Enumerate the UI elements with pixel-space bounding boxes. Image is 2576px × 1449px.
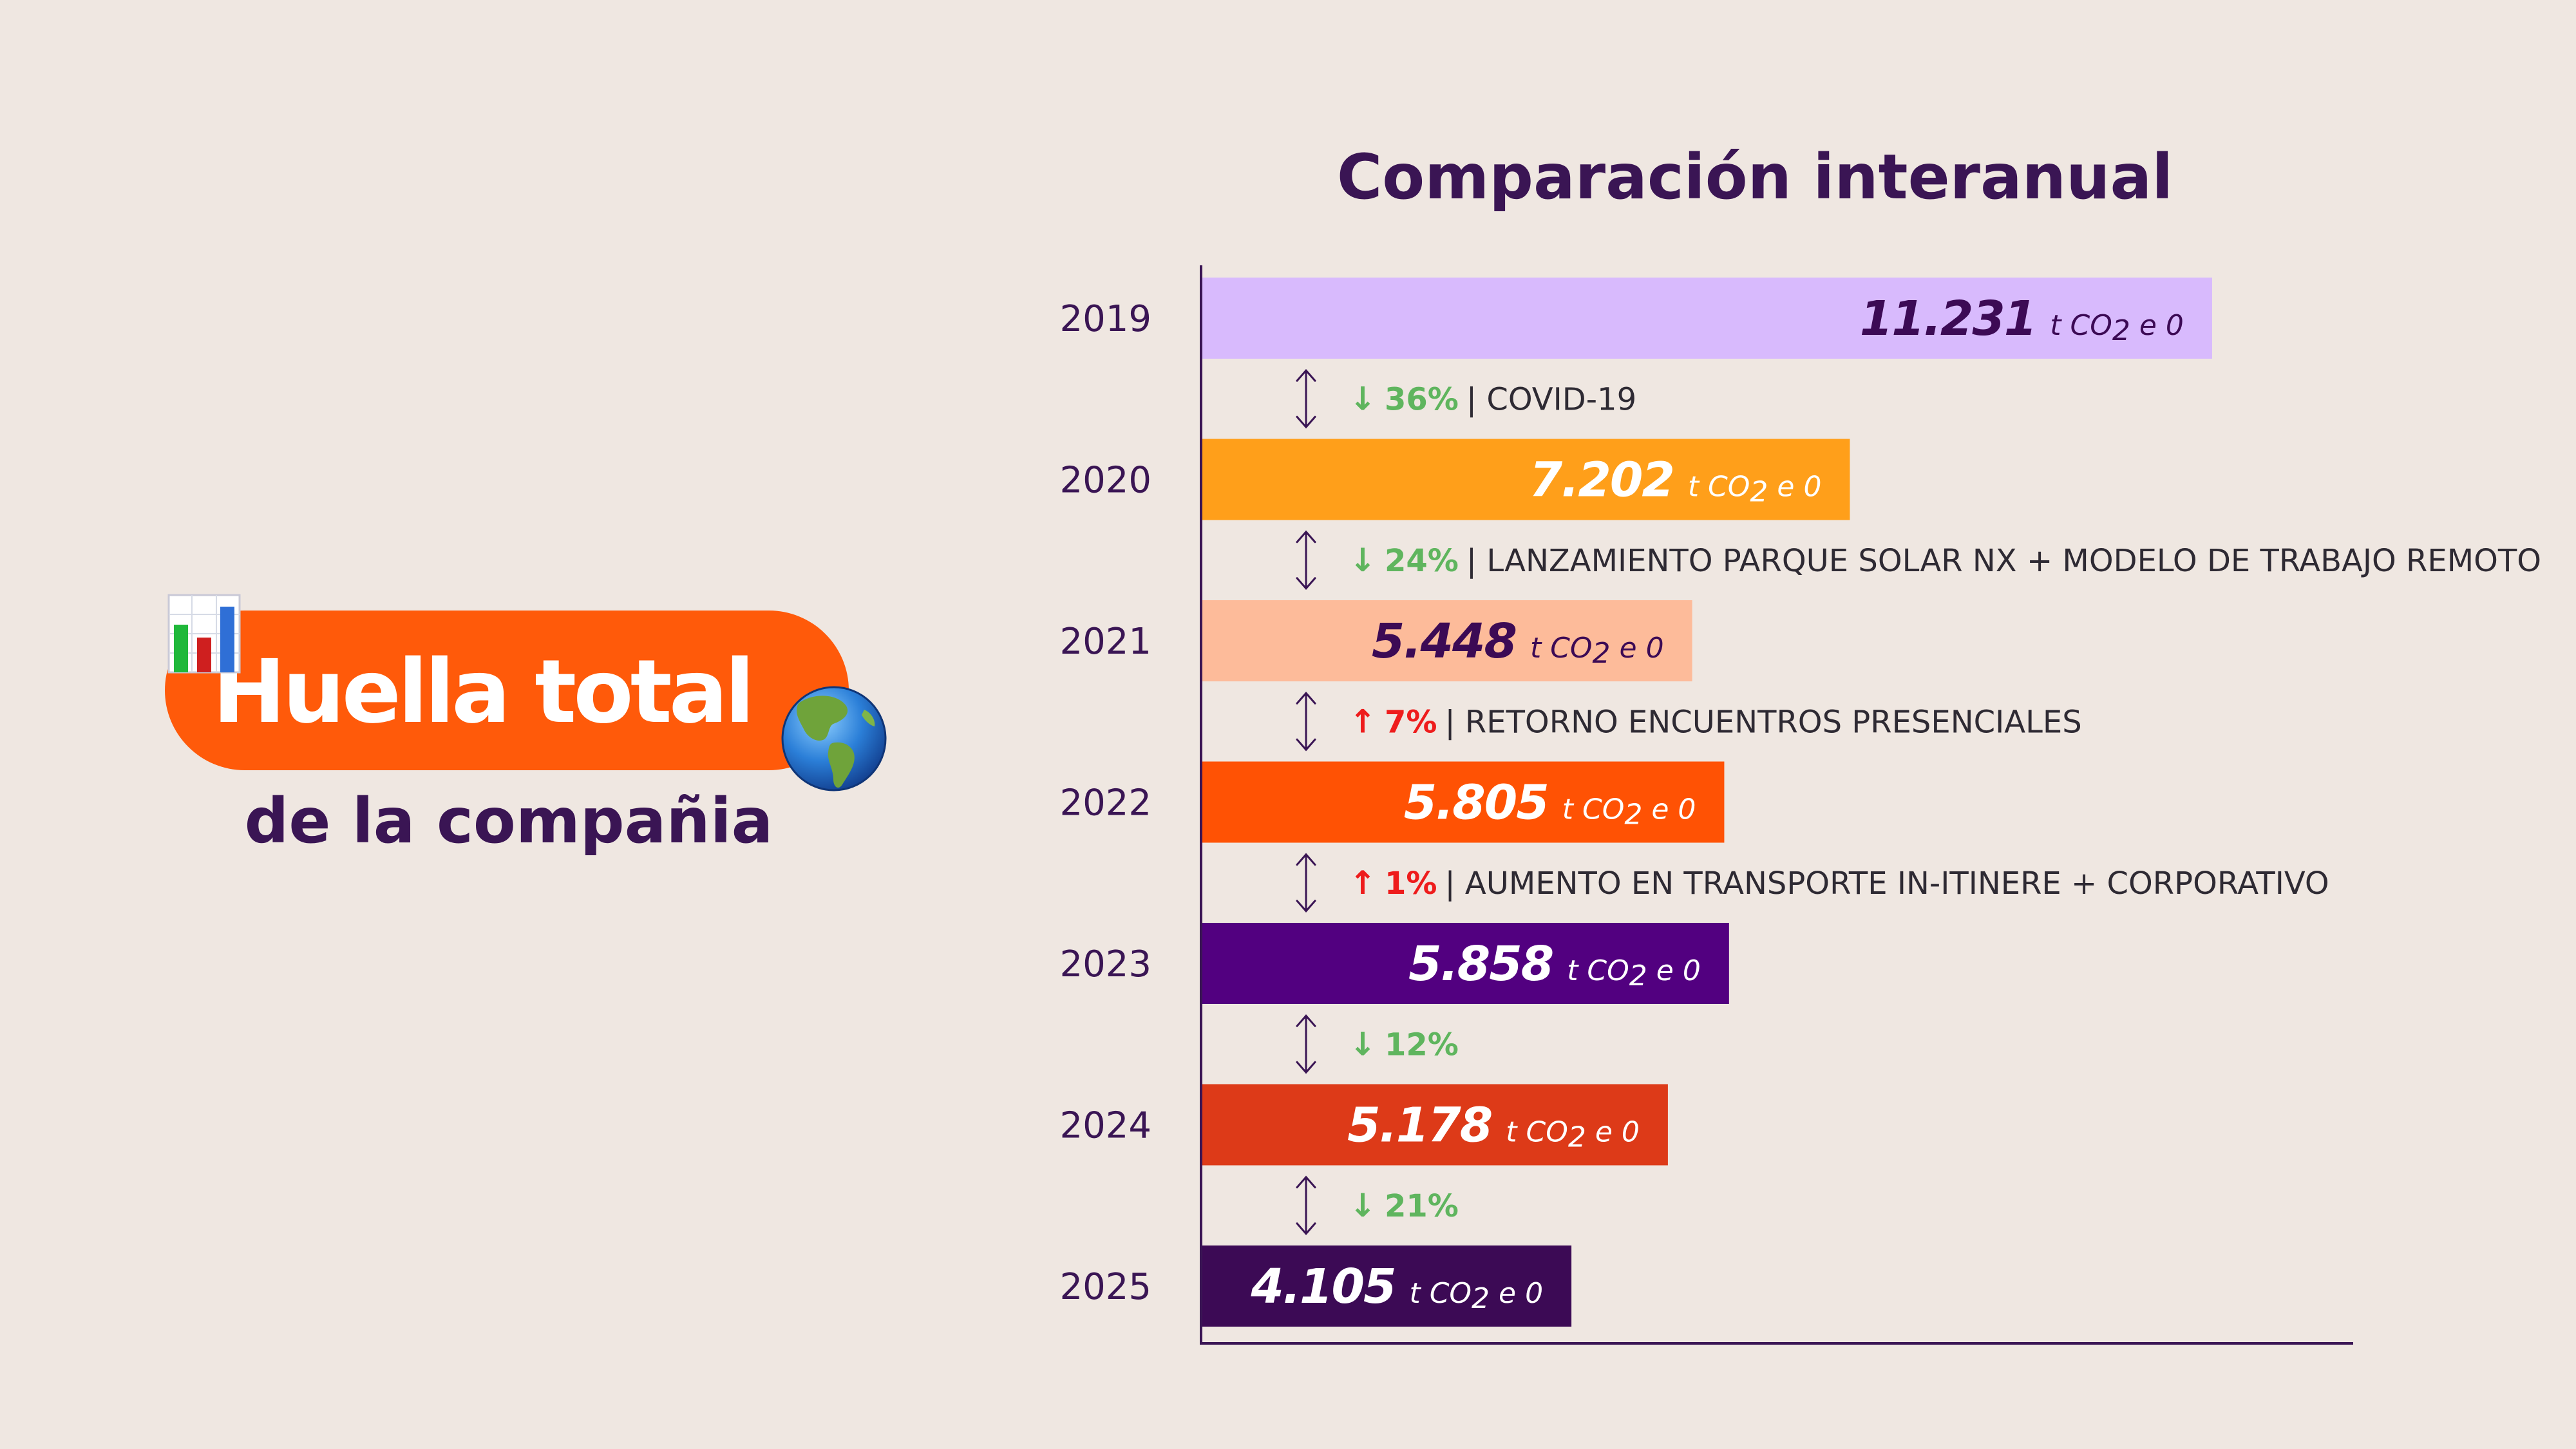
bar-chart-icon <box>167 594 241 674</box>
change-arrow-up-icon: ↑ <box>1349 703 1376 740</box>
value-label-2022: 5.805 t CO2 e 0 <box>1404 775 1696 831</box>
bar-2024 <box>1202 1084 1668 1166</box>
year-label-2023: 2023 <box>1059 943 1151 985</box>
change-reason-2020-2021: | LANZAMIENTO PARQUE SOLAR NX + MODELO D… <box>1466 543 2541 579</box>
change-arrow-down-icon: ↓ <box>1349 1025 1376 1063</box>
change-reason-2022-2023: | AUMENTO EN TRANSPORTE IN-ITINERE + COR… <box>1445 866 2329 902</box>
change-reason-2019-2020: | COVID-19 <box>1466 381 1636 417</box>
bar-2025 <box>1202 1245 1572 1327</box>
bar-2023 <box>1202 923 1729 1004</box>
headline-subtitle: de la compañia <box>244 785 773 857</box>
change-percent-2023-2024: 12% <box>1385 1027 1459 1063</box>
change-connector-2023-2024 <box>1296 1014 1316 1074</box>
value-label-2021: 5.448 t CO2 e 0 <box>1372 614 1664 670</box>
change-arrow-down-icon: ↓ <box>1349 380 1376 417</box>
change-connector-2019-2020 <box>1296 368 1316 429</box>
chart-title: Comparación interanual <box>1337 141 2173 213</box>
globe-americas-icon <box>781 686 887 791</box>
value-label-2025: 4.105 t CO2 e 0 <box>1250 1259 1543 1315</box>
change-percent-2020-2021: 24% <box>1385 543 1459 579</box>
change-percent-2021-2022: 7% <box>1385 704 1437 740</box>
change-connector-2020-2021 <box>1296 530 1316 591</box>
change-reason-2021-2022: | RETORNO ENCUENTROS PRESENCIALES <box>1445 704 2082 740</box>
change-percent-2024-2025: 21% <box>1385 1188 1459 1224</box>
change-connector-2024-2025 <box>1296 1175 1316 1236</box>
change-connector-2021-2022 <box>1296 691 1316 752</box>
change-percent-2022-2023: 1% <box>1385 866 1437 902</box>
change-arrow-down-icon: ↓ <box>1349 542 1376 579</box>
headline-panel: Huella total de la compañia <box>0 0 966 1449</box>
bar-2021 <box>1202 600 1692 681</box>
change-arrow-down-icon: ↓ <box>1349 1187 1376 1224</box>
change-percent-2019-2020: 36% <box>1385 381 1459 417</box>
year-label-2019: 2019 <box>1059 298 1151 340</box>
year-label-2022: 2022 <box>1059 782 1151 824</box>
change-connector-2022-2023 <box>1296 853 1316 913</box>
change-arrow-up-icon: ↑ <box>1349 864 1376 902</box>
value-label-2023: 5.858 t CO2 e 0 <box>1408 936 1701 992</box>
headline-title: Huella total <box>213 641 755 743</box>
value-label-2019: 11.231 t CO2 e 0 <box>1860 291 2184 347</box>
year-label-2020: 2020 <box>1059 460 1151 502</box>
bar-2020 <box>1202 439 1850 520</box>
headline-pill <box>165 611 849 770</box>
year-label-2021: 2021 <box>1059 621 1151 663</box>
value-label-2024: 5.178 t CO2 e 0 <box>1347 1098 1640 1154</box>
bar-2022 <box>1202 761 1725 843</box>
year-label-2025: 2025 <box>1059 1266 1151 1308</box>
year-label-2024: 2024 <box>1059 1105 1151 1147</box>
bar-2019 <box>1202 278 2212 359</box>
value-label-2020: 7.202 t CO2 e 0 <box>1530 453 1822 509</box>
